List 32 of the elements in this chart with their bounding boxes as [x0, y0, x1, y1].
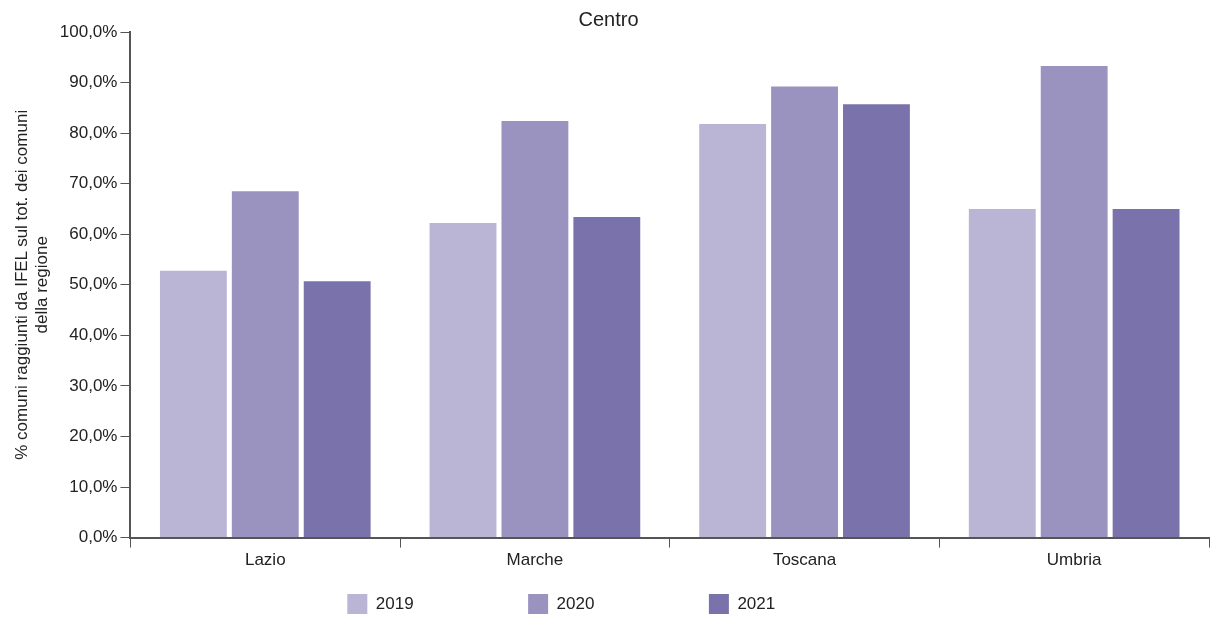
y-tick-label: 60,0% [69, 223, 118, 243]
y-tick-label: 10,0% [69, 476, 118, 496]
bar [231, 191, 299, 538]
y-tick-label: 80,0% [69, 122, 118, 142]
bar [968, 208, 1036, 538]
bar [159, 270, 227, 538]
x-tick-label: Umbria [1046, 550, 1103, 570]
x-tick-label: Marche [506, 550, 564, 570]
y-tick-label: 0,0% [78, 527, 118, 547]
y-tick-label: 100,0% [59, 21, 118, 41]
legend-label: 2021 [737, 593, 870, 613]
y-axis-title: % comuni raggiunti da IFEL sul tot. dei comuni della regione [11, 109, 52, 460]
bar [1112, 208, 1180, 538]
legend-label: 2020 [556, 593, 689, 613]
bar [843, 104, 910, 538]
y-tick-label: 20,0% [69, 426, 118, 446]
bar [573, 217, 641, 538]
bar [771, 86, 838, 538]
y-tick-label: 40,0% [69, 325, 118, 345]
y-tick-label: 70,0% [69, 173, 118, 193]
y-tick-label: 50,0% [69, 274, 118, 294]
x-tick-label: Toscana [772, 550, 837, 570]
bar [429, 223, 497, 538]
y-tick-label: 30,0% [69, 375, 118, 395]
bar [699, 124, 767, 538]
y-tick-label: 90,0% [69, 72, 118, 92]
bar [303, 281, 371, 538]
chart-title: Centro [578, 7, 639, 30]
bar [1040, 65, 1108, 538]
x-tick-label: Lazio [244, 550, 286, 570]
legend-label: 2019 [375, 593, 509, 613]
bar [501, 120, 569, 538]
